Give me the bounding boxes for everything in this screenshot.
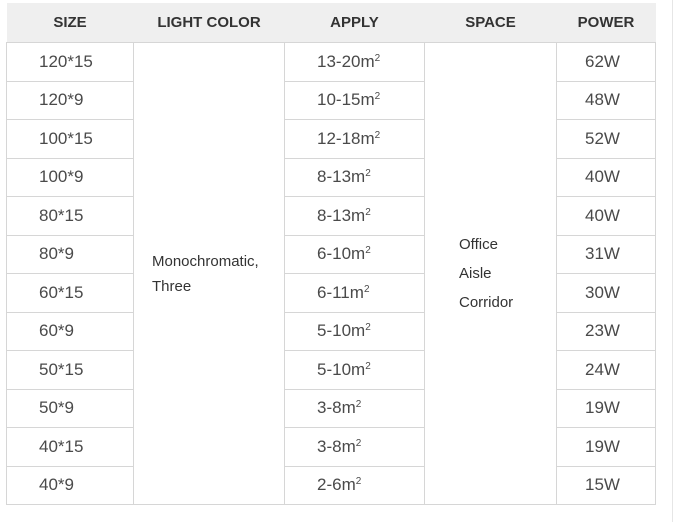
table-row: 120*9 10-15m2 48W [6,80,656,120]
power-cell: 52W [556,119,656,159]
apply-value: 2-6m [317,475,356,495]
apply-cell: 6-11m2 [284,273,425,313]
size-cell: 120*9 [6,80,134,120]
apply-cell: 8-13m2 [284,196,425,236]
unit-superscript: 2 [355,399,362,411]
apply-cell: 3-8m2 [284,388,425,428]
unit-superscript: 2 [374,52,381,64]
header-size: SIZE [6,3,134,43]
unit-superscript: 2 [365,168,371,180]
power-cell: 19W [556,388,656,428]
size-cell: 60*15 [6,273,134,313]
table-row: 40*15 3-8m2 19W [6,427,656,467]
table-row: 50*15 5-10m2 24W [6,350,656,390]
apply-value: 6-10m [317,244,366,264]
table-row: 120*15 Monochromatic, Three 13-20m2 Office Ai… [6,42,656,505]
apply-value: 5-10m [317,359,366,379]
apply-value: 6-11m [317,282,364,302]
apply-value: 3-8m [317,398,356,418]
apply-value: 10-15m [317,90,375,110]
apply-value: 3-8m [317,436,356,456]
space-cell: Office Aisle Corridor [424,42,557,505]
header-space: SPACE [424,3,557,43]
light-color-line: Monochromatic, [152,252,259,270]
table-row: 60*15 6-11m2 30W [6,273,656,313]
power-cell: 40W [556,196,656,236]
table-row: 60*9 5-10m2 23W [6,311,656,351]
space-line: Corridor [459,294,514,311]
size-cell: 100*15 [6,119,134,159]
size-cell: 100*9 [6,157,134,197]
spec-table: SIZE LIGHT COLOR APPLY SPACE POWER 120*1… [6,3,656,505]
size-cell: 50*9 [6,388,134,428]
table-row: 40*9 2-6m2 15W [6,465,656,505]
power-cell: 23W [556,311,656,351]
power-cell: 48W [556,80,656,120]
table-row: 50*9 3-8m2 19W [6,388,656,428]
apply-value: 8-13m [317,167,366,187]
apply-cell: 2-6m2 [284,465,425,505]
unit-superscript: 2 [365,245,371,257]
header-row: SIZE LIGHT COLOR APPLY SPACE POWER [6,3,656,43]
light-color-line: Three [152,277,192,295]
table-row: 80*9 6-10m2 31W [6,234,656,274]
divider [672,0,673,522]
unit-superscript: 2 [365,206,371,218]
unit-superscript: 2 [374,91,381,103]
power-cell: 30W [556,273,656,313]
apply-cell: 5-10m2 [284,311,425,351]
unit-superscript: 2 [355,437,362,449]
apply-cell: 3-8m2 [284,427,425,467]
size-cell: 40*15 [6,427,134,467]
size-cell: 80*15 [6,196,134,236]
header-power: POWER [556,3,656,43]
size-cell: 50*15 [6,350,134,390]
apply-cell: 13-20m2 [284,42,425,82]
power-cell: 19W [556,427,656,467]
header-light-color: LIGHT COLOR [133,3,285,43]
unit-superscript: 2 [363,283,370,295]
light-color-cell: Monochromatic, Three [133,42,285,505]
apply-value: 13-20m [317,51,375,71]
apply-value: 5-10m [317,321,366,341]
size-cell: 60*9 [6,311,134,351]
power-cell: 15W [556,465,656,505]
apply-cell: 10-15m2 [284,80,425,120]
table-row: 100*15 12-18m2 52W [6,119,656,159]
size-cell: 40*9 [6,465,134,505]
unit-superscript: 2 [355,476,362,488]
table-row: 80*15 8-13m2 40W [6,196,656,236]
unit-superscript: 2 [365,322,371,334]
apply-cell: 12-18m2 [284,119,425,159]
power-cell: 40W [556,157,656,197]
apply-value: 8-13m [317,205,366,225]
unit-superscript: 2 [365,360,371,372]
space-line: Aisle [459,265,492,282]
space-line: Office [459,236,498,253]
apply-cell: 6-10m2 [284,234,425,274]
unit-superscript: 2 [374,129,381,141]
apply-cell: 8-13m2 [284,157,425,197]
table-row: 100*9 8-13m2 40W [6,157,656,197]
size-cell: 120*15 [6,42,134,82]
power-cell: 31W [556,234,656,274]
size-cell: 80*9 [6,234,134,274]
apply-cell: 5-10m2 [284,350,425,390]
power-cell: 24W [556,350,656,390]
power-cell: 62W [556,42,656,82]
header-apply: APPLY [284,3,425,43]
apply-value: 12-18m [317,128,375,148]
